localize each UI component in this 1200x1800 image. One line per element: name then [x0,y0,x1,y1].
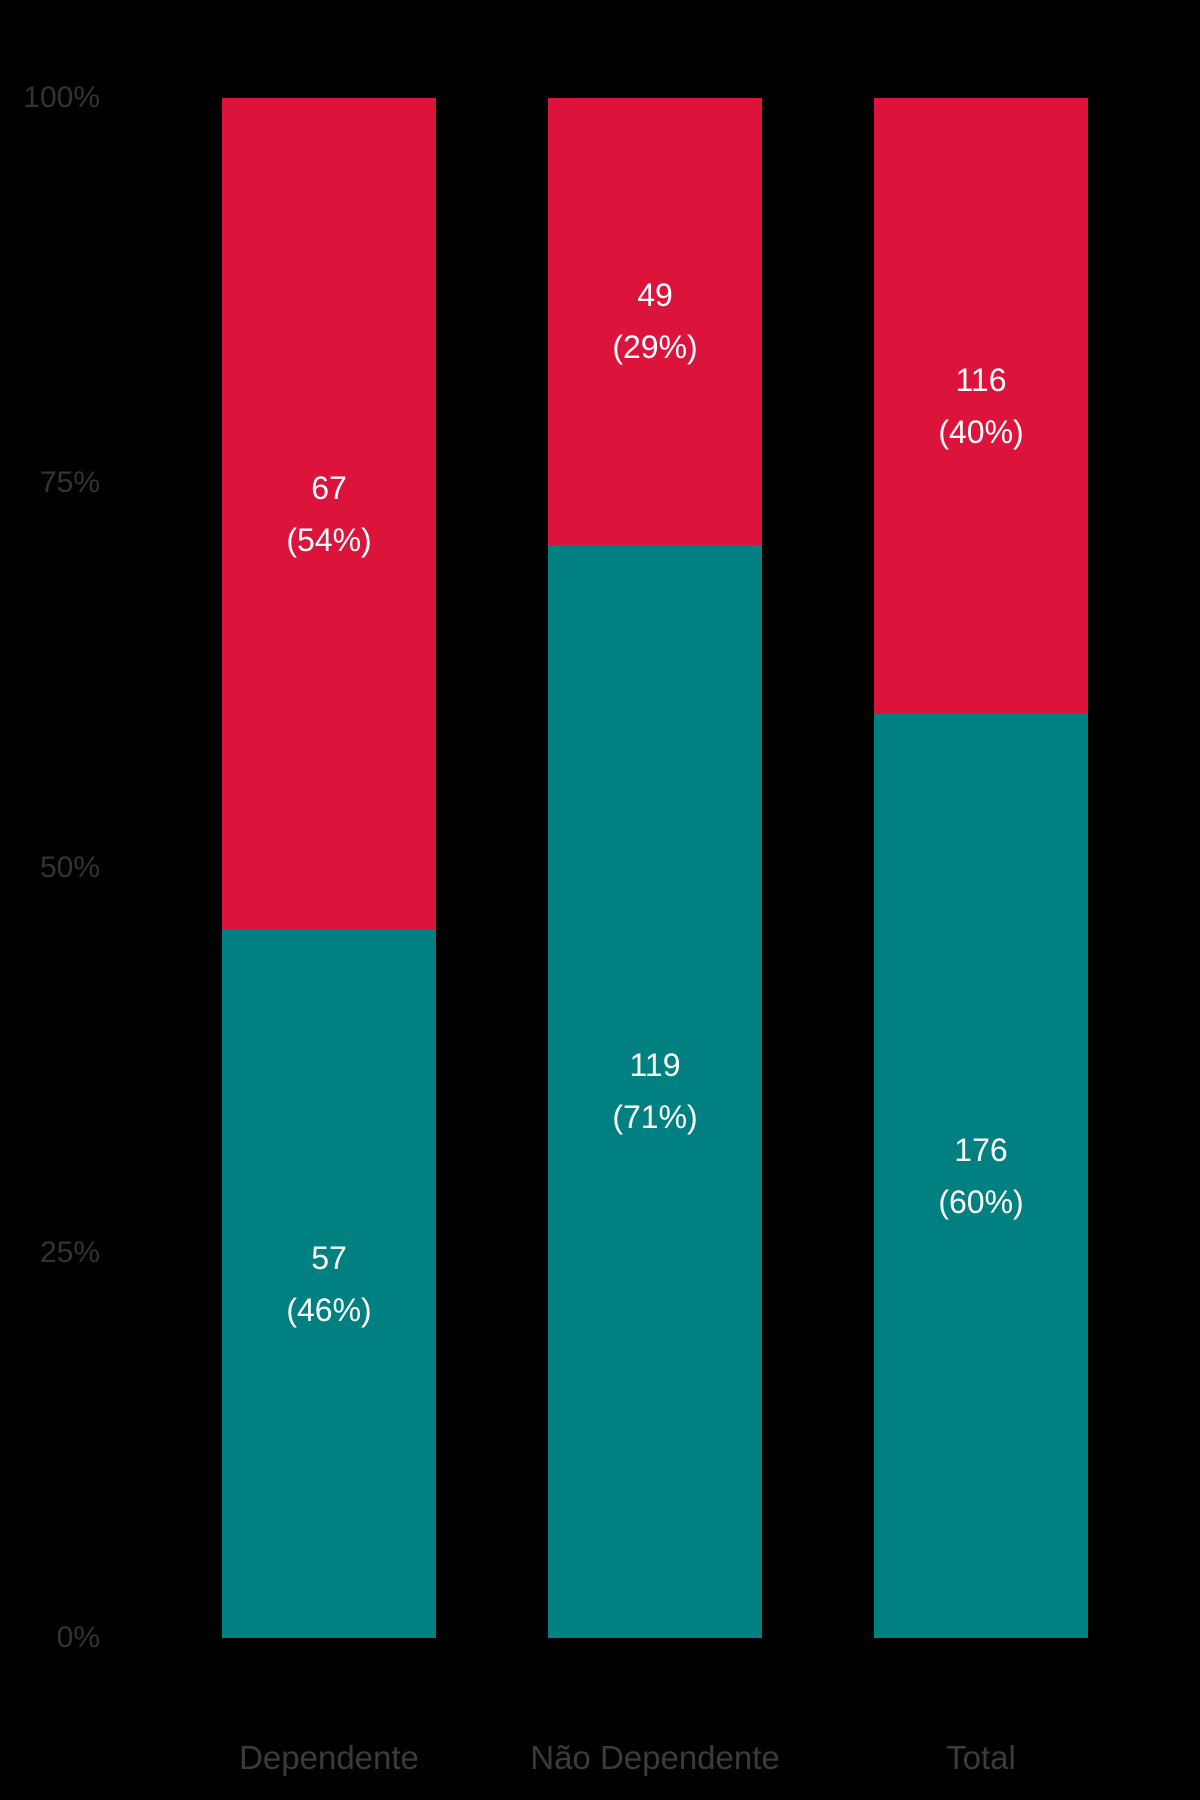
bar-2-top-segment: 116 (40%) [874,98,1088,714]
category-label-2: Total [946,1739,1016,1776]
segment-count-label: 176 [954,1132,1008,1168]
segment-percent-label: (71%) [612,1099,698,1136]
bar-column-1: 49 (29%) 119 (71%) [548,98,762,1638]
segment-percent-label: (46%) [286,1291,372,1328]
segment-percent-label: (60%) [938,1184,1024,1220]
segment-count-label: 119 [629,1047,681,1084]
segment-count-label: 116 [955,362,1007,398]
y-axis-tick-label: 75% [39,466,100,499]
y-axis-tick-label: 0% [56,1621,100,1654]
bar-column-2: 116 (40%) 176 (60%) [874,98,1088,1638]
category-label-1: Não Dependente [530,1739,780,1776]
segment-percent-label: (29%) [612,329,698,366]
segment-percent-label: (54%) [286,521,372,558]
bar-column-0: 67 (54%) 57 (46%) [222,98,436,1638]
y-axis-tick-label: 50% [39,851,100,884]
bar-0-bottom-segment: 57 (46%) [222,929,436,1638]
y-axis-tick-label: 25% [39,1236,100,1269]
segment-count-label: 57 [311,1239,347,1276]
bar-1-top-segment: 49 (29%) [548,98,762,545]
segment-count-label: 49 [637,277,673,314]
segment-count-label: 67 [311,469,347,506]
bar-2-bottom-segment: 176 (60%) [874,714,1088,1638]
y-axis-tick-label: 100% [23,81,100,114]
segment-percent-label: (40%) [938,414,1024,450]
category-label-0: Dependente [239,1739,419,1776]
bar-1-bottom-segment: 119 (71%) [548,544,762,1638]
bar-0-top-segment: 67 (54%) [222,98,436,930]
